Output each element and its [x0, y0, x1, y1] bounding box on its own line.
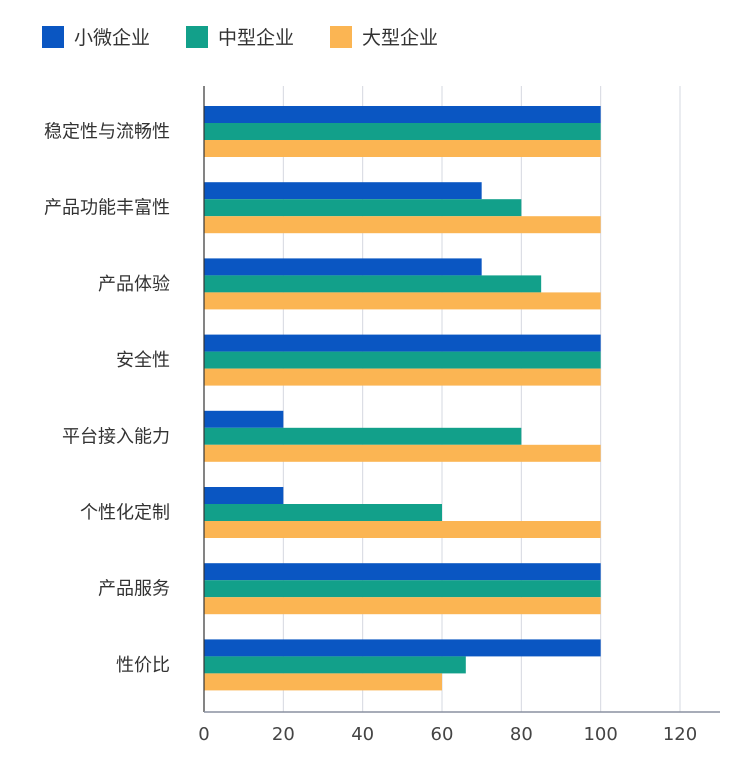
- bar-3: [204, 292, 601, 310]
- bar-3: [204, 597, 601, 615]
- bar-3: [204, 140, 601, 157]
- legend-label: 大型企业: [362, 27, 438, 49]
- bar-2: [204, 123, 601, 140]
- category-label: 产品服务: [98, 579, 170, 600]
- category-label: 性价比: [116, 655, 170, 676]
- bar-2: [204, 427, 522, 445]
- bar-2: [204, 351, 601, 369]
- bar-1: [204, 334, 601, 352]
- category-label: 个性化定制: [80, 503, 170, 524]
- category-label: 安全性: [116, 350, 170, 371]
- legend-swatch: [42, 26, 64, 48]
- bar-3: [204, 444, 601, 462]
- bar-2: [204, 504, 442, 521]
- bar-1: [204, 563, 601, 581]
- legend-swatch: [330, 26, 352, 48]
- x-tick-label: 0: [198, 724, 209, 745]
- x-tick-label: 80: [510, 724, 533, 745]
- x-tick-label: 60: [431, 724, 454, 745]
- category-label: 产品功能丰富性: [44, 198, 170, 219]
- legend-label: 中型企业: [218, 27, 294, 49]
- legend-label: 小微企业: [74, 27, 150, 49]
- bar-2: [204, 199, 522, 217]
- x-tick-label: 20: [272, 724, 295, 745]
- bar-1: [204, 639, 601, 657]
- bar-2: [204, 580, 601, 598]
- category-label: 平台接入能力: [62, 426, 170, 447]
- bar-3: [204, 673, 442, 691]
- bar-2: [204, 275, 542, 293]
- bar-1: [204, 106, 601, 123]
- bar-3: [204, 216, 601, 234]
- x-tick-label: 40: [351, 724, 374, 745]
- bar-3: [204, 521, 601, 538]
- bar-2: [204, 656, 466, 674]
- bar-1: [204, 487, 284, 504]
- x-tick-label: 120: [663, 724, 697, 745]
- category-label: 产品体验: [98, 274, 170, 295]
- bar-3: [204, 368, 601, 386]
- x-tick-label: 100: [583, 724, 617, 745]
- category-label: 稳定性与流畅性: [44, 122, 170, 143]
- legend-swatch: [186, 26, 208, 48]
- bar-1: [204, 258, 482, 276]
- bar-1: [204, 182, 482, 200]
- bar-1: [204, 410, 284, 428]
